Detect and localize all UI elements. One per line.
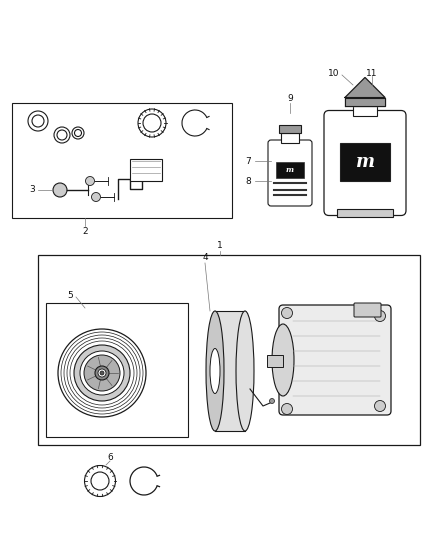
Ellipse shape: [272, 324, 294, 396]
Ellipse shape: [210, 349, 220, 393]
Bar: [130, 159, 162, 181]
Bar: [267, 355, 283, 367]
Circle shape: [95, 366, 109, 380]
Polygon shape: [345, 77, 385, 98]
Polygon shape: [345, 98, 385, 106]
Text: 3: 3: [29, 185, 35, 195]
Text: 8: 8: [245, 176, 251, 185]
Circle shape: [98, 369, 106, 377]
Circle shape: [53, 183, 67, 197]
Circle shape: [374, 400, 385, 411]
Text: 5: 5: [67, 290, 73, 300]
Circle shape: [282, 403, 293, 415]
Bar: [215, 311, 245, 431]
Text: 11: 11: [366, 69, 378, 77]
Ellipse shape: [236, 311, 254, 431]
Text: m: m: [356, 153, 374, 171]
Text: 10: 10: [328, 69, 340, 77]
Circle shape: [92, 192, 100, 201]
Bar: [12, 103, 232, 218]
Bar: [46, 303, 188, 437]
FancyBboxPatch shape: [324, 110, 406, 215]
FancyBboxPatch shape: [279, 305, 391, 415]
Text: m: m: [286, 166, 294, 174]
Text: 4: 4: [202, 254, 208, 262]
Text: 7: 7: [245, 157, 251, 166]
Bar: [276, 162, 304, 178]
Circle shape: [374, 311, 385, 321]
Circle shape: [100, 371, 104, 375]
Text: 2: 2: [82, 227, 88, 236]
Text: 9: 9: [287, 93, 293, 102]
Bar: [353, 106, 377, 116]
Circle shape: [80, 351, 124, 395]
Ellipse shape: [206, 311, 224, 431]
Circle shape: [74, 345, 130, 401]
FancyBboxPatch shape: [354, 303, 381, 317]
Text: 1: 1: [217, 241, 223, 251]
Bar: [281, 133, 299, 143]
FancyBboxPatch shape: [268, 140, 312, 206]
Circle shape: [84, 355, 120, 391]
Bar: [340, 143, 390, 181]
Text: 6: 6: [107, 453, 113, 462]
Bar: [38, 255, 420, 445]
Circle shape: [269, 399, 275, 403]
Bar: [337, 208, 393, 216]
Bar: [279, 125, 301, 133]
Circle shape: [282, 308, 293, 319]
Circle shape: [85, 176, 95, 185]
